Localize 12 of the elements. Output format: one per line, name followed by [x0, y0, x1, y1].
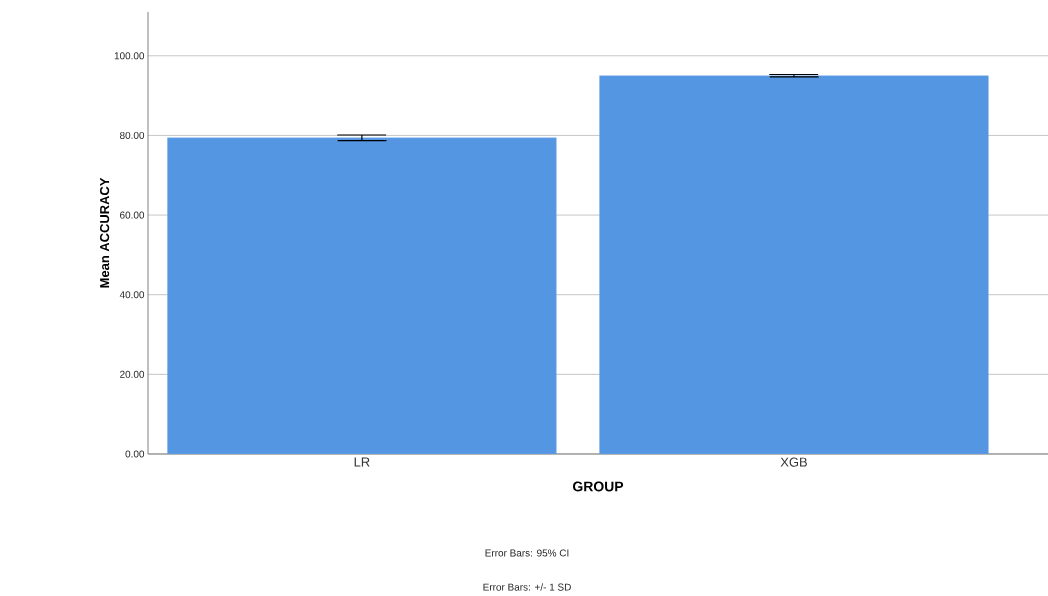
x-axis-title: GROUP [573, 481, 624, 492]
y-tick-label: 80.00 [120, 131, 145, 139]
text: Error Bars: 95% CI [485, 549, 569, 557]
y-tick-label: 100.00 [114, 52, 145, 60]
x-tick-label: XGB [780, 457, 807, 467]
y-tick-label: 60.00 [120, 211, 145, 219]
y-axis-title: Mean ACCURACY [100, 177, 110, 288]
x-tick-label: LR [354, 457, 370, 467]
y-tick-label: 40.00 [119, 291, 145, 299]
y-tick-label: 0.00 [125, 450, 145, 458]
text: Error Bars: +/- 1 SD [483, 583, 571, 591]
y-tick-label: 20.00 [120, 370, 145, 378]
